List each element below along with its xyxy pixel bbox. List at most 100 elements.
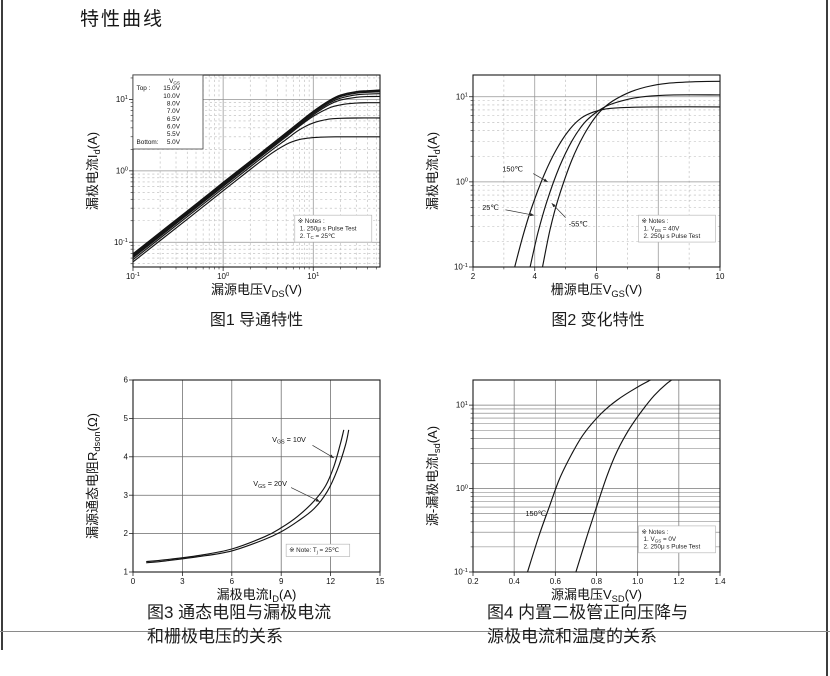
y-axis-label: 漏源通态电阻Rdson(Ω): [85, 413, 102, 539]
svg-text:10-1: 10-1: [454, 568, 468, 577]
svg-text:3: 3: [180, 577, 185, 586]
series-layer: [133, 89, 380, 263]
svg-text:0.6: 0.6: [550, 577, 562, 586]
grid-layer: [133, 380, 380, 572]
svg-text:4: 4: [124, 452, 129, 461]
svg-text:VGS: VGS: [169, 78, 180, 85]
svg-text:2: 2: [124, 529, 129, 538]
svg-text:※ Notes :: ※ Notes :: [641, 529, 668, 536]
svg-text:10-1: 10-1: [114, 238, 128, 247]
svg-text:150℃: 150℃: [502, 164, 522, 173]
curve-label: VGS = 20V: [253, 479, 321, 503]
curve-label: 150℃: [502, 164, 548, 183]
notes-box: ※ Note: Tj = 25℃: [285, 543, 351, 557]
svg-text:9: 9: [279, 577, 284, 586]
curve-label: 25℃: [482, 203, 535, 217]
svg-text:4: 4: [533, 272, 538, 281]
page-border-right: [826, 0, 828, 676]
curve-label: -55℃: [551, 203, 588, 228]
svg-text:VGS = 10V: VGS = 10V: [272, 435, 306, 446]
svg-text:7.0V: 7.0V: [167, 108, 181, 115]
svg-text:0: 0: [131, 577, 136, 586]
curve-label: 150℃: [525, 509, 597, 518]
svg-text:101: 101: [116, 95, 128, 104]
svg-text:25℃: 25℃: [482, 203, 498, 212]
series-layer: [146, 429, 350, 564]
axis-ticks: 0.2 0.4 0.6 0.8 1.0 1.2 1.4 10-1 100 101: [454, 401, 726, 586]
y-axis-label: 漏极电流Id(A): [425, 132, 442, 210]
caption-line: 和栅极电压的关系: [147, 627, 283, 646]
axis-ticks: 10-1 100 101 10-1 100 101: [114, 77, 377, 281]
svg-text:2. 250μ s Pulse Test: 2. 250μ s Pulse Test: [643, 544, 700, 551]
page-border-left: [1, 0, 3, 650]
svg-text:10-1: 10-1: [454, 263, 468, 272]
svg-text:10: 10: [716, 272, 725, 281]
svg-text:15.0V: 15.0V: [163, 85, 180, 92]
series-layer: [514, 80, 720, 267]
caption-line: 图2 变化特性: [551, 312, 645, 329]
grid-layer: [473, 75, 720, 267]
svg-text:※ Note: Tj = 25℃: ※ Note: Tj = 25℃: [289, 547, 339, 554]
svg-text:1. VDS = 40V: 1. VDS = 40V: [643, 225, 680, 232]
svg-text:100: 100: [456, 484, 468, 493]
svg-text:101: 101: [456, 92, 468, 101]
x-axis-label: 漏极电流ID(A): [217, 587, 297, 604]
x-axis-label: 栅源电压VGS(V): [551, 282, 643, 299]
svg-text:1.2: 1.2: [673, 577, 685, 586]
svg-text:2. TC = 25℃: 2. TC = 25℃: [300, 233, 335, 240]
svg-text:100: 100: [456, 177, 468, 186]
svg-text:100: 100: [217, 272, 229, 281]
svg-text:※ Notes :: ※ Notes :: [641, 218, 668, 225]
caption-line: 图1 导通特性: [209, 312, 304, 329]
svg-text:Bottom:: Bottom:: [137, 139, 159, 146]
caption-line: 源极电流和温度的关系: [487, 627, 657, 646]
x-axis-label: 源漏电压VSD(V): [551, 587, 642, 604]
svg-text:10.0V: 10.0V: [163, 93, 180, 100]
svg-text:2: 2: [471, 272, 476, 281]
svg-text:10-1: 10-1: [126, 272, 140, 281]
svg-text:0.4: 0.4: [509, 577, 521, 586]
page-border-bottom: [0, 631, 830, 632]
svg-text:6.0V: 6.0V: [167, 123, 181, 130]
svg-text:1: 1: [124, 568, 129, 577]
figure1-caption: 图1 导通特性: [133, 306, 380, 330]
curve-label: VGS = 10V: [272, 435, 335, 459]
svg-text:5: 5: [124, 414, 129, 423]
svg-text:5.5V: 5.5V: [167, 131, 181, 138]
svg-text:6: 6: [230, 577, 235, 586]
svg-text:101: 101: [456, 401, 468, 410]
svg-text:6.5V: 6.5V: [167, 116, 181, 123]
page-title: 特性曲线: [80, 9, 165, 30]
figure3-rdson-vs-current-chart: 0 3 6 9 12 15123456漏极电流ID(A)漏源通态电阻Rdson(Ω)VGS…: [85, 376, 385, 604]
figure4-caption: 图4 内置二极管正向压降与 源极电流和温度的关系: [487, 601, 688, 649]
svg-text:0.8: 0.8: [591, 577, 603, 586]
svg-text:12: 12: [326, 577, 335, 586]
y-axis-label: 源-漏极电流Isd(A): [425, 426, 442, 526]
svg-text:101: 101: [307, 272, 319, 281]
svg-text:2. 250μ s Pulse Test: 2. 250μ s Pulse Test: [643, 233, 700, 240]
svg-text:1.0: 1.0: [632, 577, 644, 586]
figure2-transfer-characteristics-chart: 2 4 6 8 1010-1100101栅源电压VGS(V)漏极电流Id(A)150℃2…: [425, 74, 725, 299]
svg-text:6: 6: [124, 376, 129, 385]
figure4-diode-forward-voltage-chart: 0.2 0.4 0.6 0.8 1.0 1.2 1.4 10-1 100 101 源漏电压VSD(V…: [425, 379, 726, 604]
svg-text:VGS = 20V: VGS = 20V: [253, 479, 287, 490]
svg-text:-55℃: -55℃: [569, 219, 588, 228]
caption-line: 图3 通态电阻与漏极电流: [147, 603, 332, 622]
figure1-output-characteristics-chart: 10-1 100 101 10-1 100 101 漏源电压VDS(V) 漏极电流Id(A) ※…: [85, 74, 381, 299]
axis-ticks: 2 4 6 8 10 10-1 100 101: [454, 92, 725, 281]
notes-box: ※ Notes :1. VGS = 0V2. 250μ s Pulse Test: [638, 525, 716, 554]
svg-text:15: 15: [376, 577, 385, 586]
svg-text:0.2: 0.2: [467, 577, 479, 586]
svg-text:5.0V: 5.0V: [167, 139, 181, 146]
svg-text:3: 3: [124, 491, 129, 500]
x-axis-label: 漏源电压VDS(V): [211, 282, 302, 299]
svg-text:1. 250μ s Pulse Test: 1. 250μ s Pulse Test: [300, 225, 357, 232]
caption-line: 图4 内置二极管正向压降与: [487, 603, 689, 622]
figure3-caption: 图3 通态电阻与漏极电流 和栅极电压的关系: [147, 601, 331, 649]
svg-text:8: 8: [656, 272, 661, 281]
svg-text:Top :: Top :: [137, 85, 151, 92]
